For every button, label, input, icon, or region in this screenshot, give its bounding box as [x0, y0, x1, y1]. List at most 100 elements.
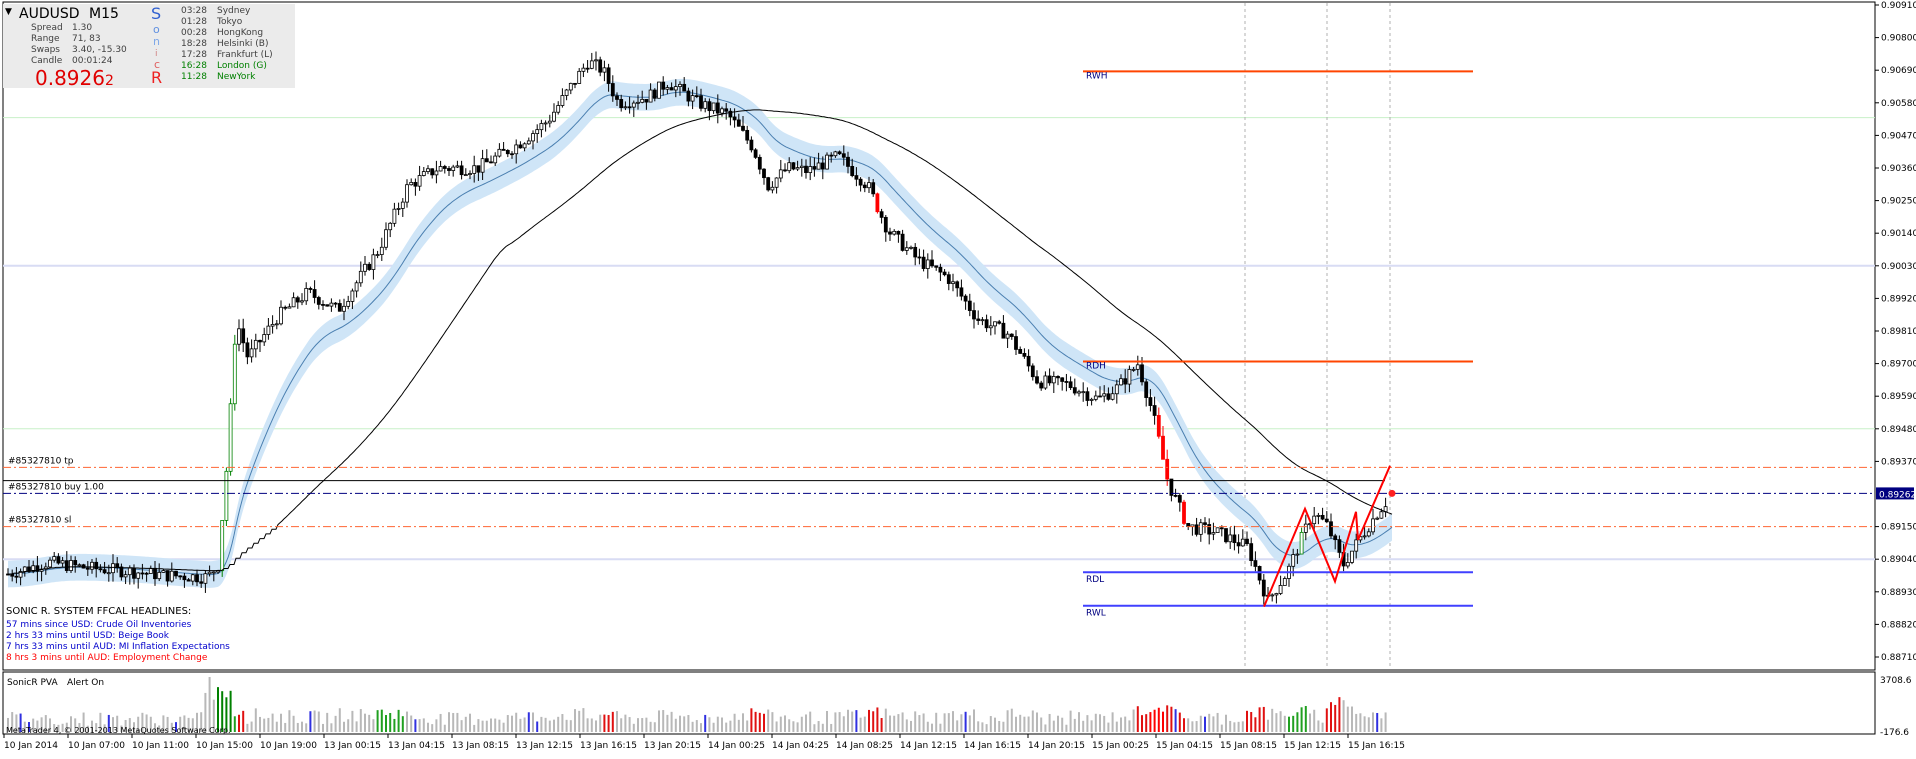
volume-bar	[620, 718, 623, 732]
candle-body	[102, 569, 107, 574]
candle-body	[85, 567, 90, 570]
candle-body	[333, 302, 338, 305]
volume-bar	[120, 725, 123, 732]
volume-bar	[70, 716, 72, 732]
volume-bar	[1187, 718, 1190, 732]
volume-bar	[1141, 715, 1143, 732]
volume-bar	[1363, 716, 1366, 732]
volume-bar	[645, 717, 648, 732]
volume-bar	[1086, 715, 1089, 732]
range-label: Range	[31, 34, 60, 44]
volume-bar	[359, 709, 362, 732]
candle-body	[686, 90, 691, 102]
volume-bar	[406, 711, 408, 732]
volume-bar	[788, 719, 791, 732]
candle-body	[720, 108, 724, 114]
candle-body	[564, 89, 569, 96]
volume-bar	[28, 722, 30, 732]
candle-body	[1051, 376, 1056, 384]
volume-bar	[1204, 716, 1206, 732]
candle-body	[1001, 322, 1006, 339]
candle-body	[1156, 415, 1161, 437]
indicator-axis-top: 3708.6	[1880, 676, 1912, 686]
candle-body	[472, 165, 477, 174]
time-tick-label: 10 Jan 11:00	[132, 741, 189, 751]
candle-body	[904, 247, 909, 251]
candle-body	[552, 111, 556, 122]
order-lines[interactable]: #85327810 tp #85327810 buy 1.00 #85327810 …	[3, 456, 1875, 528]
volume-bar	[166, 716, 169, 732]
volume-bar	[469, 713, 471, 732]
candle-body	[631, 102, 636, 108]
candle-body	[829, 154, 834, 157]
candle-body	[1005, 333, 1010, 339]
price-tick-label: 0.88930	[1881, 588, 1916, 598]
candle-body	[1236, 542, 1241, 547]
volume-bar	[649, 721, 652, 732]
time-tick-label: 10 Jan 15:00	[196, 741, 253, 751]
volume-bar	[1103, 715, 1106, 732]
volume-bar	[641, 718, 644, 732]
candle-body	[148, 567, 153, 574]
candle-body	[1135, 364, 1140, 370]
volume-bar	[91, 720, 93, 732]
volume-bar	[708, 717, 711, 732]
volume-bar	[1342, 700, 1345, 732]
volume-bar	[1367, 717, 1370, 732]
volume-bar	[1174, 709, 1177, 732]
session-time: 01:28	[181, 17, 207, 27]
volume-bar	[1065, 724, 1068, 732]
candle-body	[22, 566, 27, 572]
price-axis: 0.90910 0.90800 0.90690 0.90580 0.90470 0.903…	[1875, 1, 1916, 663]
volume-bar	[1330, 702, 1332, 732]
volume-bar	[683, 716, 686, 732]
candle-body	[980, 319, 985, 322]
spread-value: 1.30	[72, 23, 93, 33]
volume-bar	[498, 719, 501, 732]
time-tick-label: 13 Jan 00:15	[324, 741, 381, 751]
candle-body	[484, 158, 489, 163]
candle-body	[816, 162, 821, 170]
candle-body	[384, 229, 388, 248]
price-tick-label: 0.89480	[1881, 425, 1916, 435]
candle-body	[400, 201, 405, 209]
candle-body	[161, 570, 166, 573]
dropdown-triangle-icon[interactable]: ▼	[5, 7, 12, 17]
candle-body	[489, 161, 493, 164]
candle-body	[132, 567, 136, 579]
volume-bar	[233, 716, 236, 732]
volume-bar	[1355, 713, 1358, 732]
candle-body	[392, 208, 397, 224]
volume-bar	[393, 718, 396, 732]
ema-midline	[8, 91, 1393, 576]
volume-bar	[1191, 721, 1194, 732]
candle-body	[724, 108, 729, 112]
candle-body	[522, 143, 527, 149]
candle-body	[346, 301, 351, 307]
volume-bar	[1195, 721, 1198, 732]
candle-body	[988, 325, 993, 329]
volume-bar	[158, 725, 161, 732]
zigzag-line	[1263, 465, 1391, 607]
volume-bar	[242, 710, 245, 732]
candle-body	[573, 82, 577, 85]
volume-bar	[985, 724, 988, 732]
candle-body	[127, 567, 132, 576]
volume-bar	[922, 713, 925, 732]
volume-bar	[254, 708, 257, 732]
volume-bar	[1225, 714, 1227, 732]
volume-bar	[1078, 712, 1080, 732]
sonic-logo-letter: c	[154, 58, 161, 71]
volume-bar	[112, 717, 114, 732]
candle-body	[262, 334, 267, 343]
volume-bar	[204, 692, 207, 732]
volume-bar	[175, 722, 177, 732]
volume-bar	[1334, 704, 1337, 732]
timeframe: M15	[89, 6, 119, 22]
volume-bar	[313, 710, 316, 732]
candle-body	[1081, 391, 1086, 394]
candle-body	[123, 574, 128, 578]
candle-body	[455, 165, 460, 168]
